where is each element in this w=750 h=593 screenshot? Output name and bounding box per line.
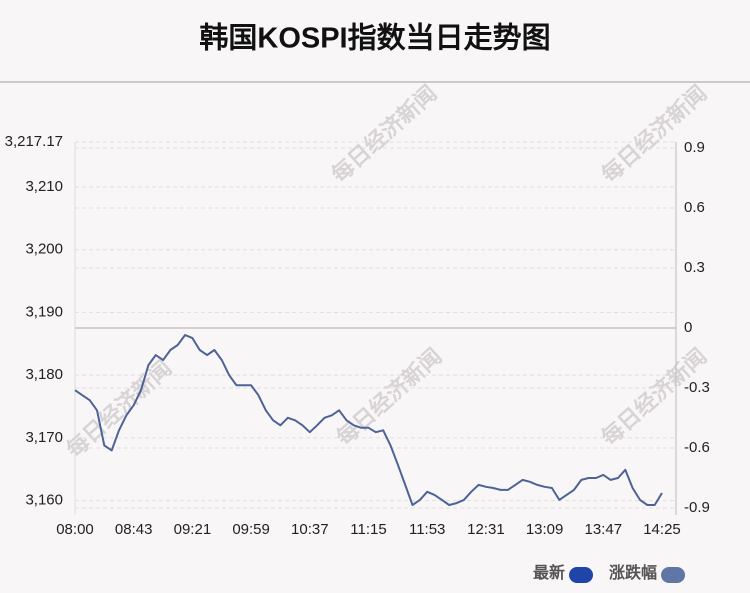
watermark: 每日经济新闻 <box>62 355 178 463</box>
y-tick-label: 3,170 <box>25 429 63 446</box>
chart-title: 韩国KOSPI指数当日走势图 <box>199 22 550 55</box>
y-tick-label: 3,210 <box>25 178 63 195</box>
watermark: 每日经济新闻 <box>597 343 713 451</box>
x-tick-label: 12:31 <box>467 521 505 538</box>
price-line <box>74 334 663 506</box>
x-tick-label: 08:43 <box>115 521 153 538</box>
watermark: 每日经济新闻 <box>597 80 713 188</box>
y-tick-label: 3,217.17 <box>5 133 63 150</box>
legend-label: 最新 <box>533 563 565 582</box>
y2-tick-label: 0.9 <box>684 139 705 156</box>
x-tick-label: 09:59 <box>232 521 270 538</box>
y2-tick-label: -0.6 <box>684 439 710 456</box>
y2-tick-label: -0.3 <box>684 379 710 396</box>
y2-tick-label: 0.6 <box>684 199 705 216</box>
y-tick-label: 3,180 <box>25 366 63 383</box>
y2-tick-label: 0 <box>684 319 692 336</box>
x-tick-label: 09:21 <box>174 521 212 538</box>
y-tick-label: 3,200 <box>25 241 63 258</box>
y-tick-label: 3,160 <box>25 492 63 509</box>
legend-label: 涨跌幅 <box>609 563 657 582</box>
watermark: 每日经济新闻 <box>327 80 443 188</box>
y2-tick-label: -0.9 <box>684 499 710 516</box>
x-tick-label: 11:53 <box>409 521 445 538</box>
legend-swatch <box>569 567 594 583</box>
y2-tick-label: 0.3 <box>684 259 705 276</box>
x-tick-label: 10:37 <box>291 521 329 538</box>
x-tick-label: 13:47 <box>585 521 623 538</box>
y-tick-label: 3,190 <box>25 303 63 320</box>
legend-swatch <box>661 567 686 583</box>
watermark: 每日经济新闻 <box>332 343 448 451</box>
x-tick-label: 11:15 <box>350 521 386 538</box>
x-tick-label: 14:25 <box>643 521 681 538</box>
x-tick-label: 08:00 <box>56 521 94 538</box>
x-tick-label: 13:09 <box>526 521 564 538</box>
